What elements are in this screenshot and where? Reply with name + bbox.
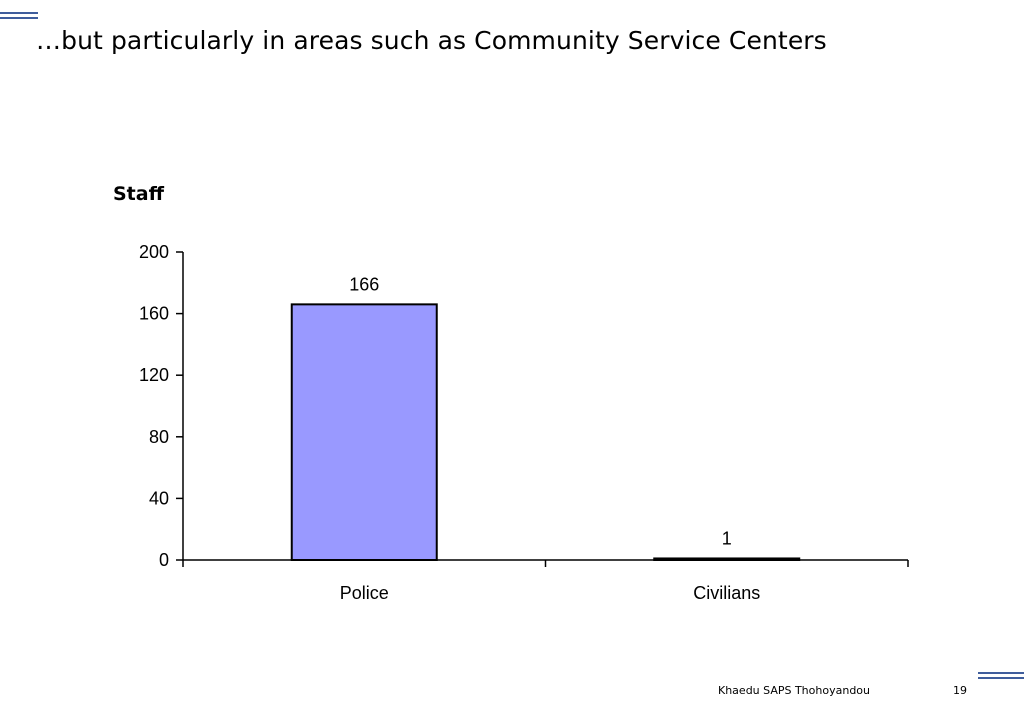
y-tick-label: 120 bbox=[139, 365, 169, 385]
y-tick-label: 200 bbox=[139, 242, 169, 262]
title-accent-lines bbox=[0, 12, 38, 20]
y-tick-label: 160 bbox=[139, 304, 169, 324]
x-tick-label-police: Police bbox=[340, 583, 389, 603]
y-tick-label: 0 bbox=[159, 550, 169, 570]
footer-text: Khaedu SAPS Thohoyandou bbox=[718, 684, 870, 697]
page-number: 19 bbox=[953, 684, 967, 697]
slide-title: …but particularly in areas such as Commu… bbox=[36, 26, 827, 55]
y-tick-label: 40 bbox=[149, 488, 169, 508]
axes-layer bbox=[176, 251, 909, 567]
labels-layer: 0 40 80 120 160 200 Police Civilians 166 1 bbox=[139, 242, 760, 603]
y-axis-title: Staff bbox=[113, 183, 164, 205]
data-label-civilians: 1 bbox=[722, 528, 732, 548]
footer-accent-lines bbox=[978, 672, 1024, 680]
bar-police bbox=[290, 303, 438, 561]
x-tick-label-civilians: Civilians bbox=[693, 583, 760, 603]
bars-layer bbox=[290, 303, 801, 562]
data-label-police: 166 bbox=[349, 274, 379, 294]
y-tick-label: 80 bbox=[149, 427, 169, 447]
